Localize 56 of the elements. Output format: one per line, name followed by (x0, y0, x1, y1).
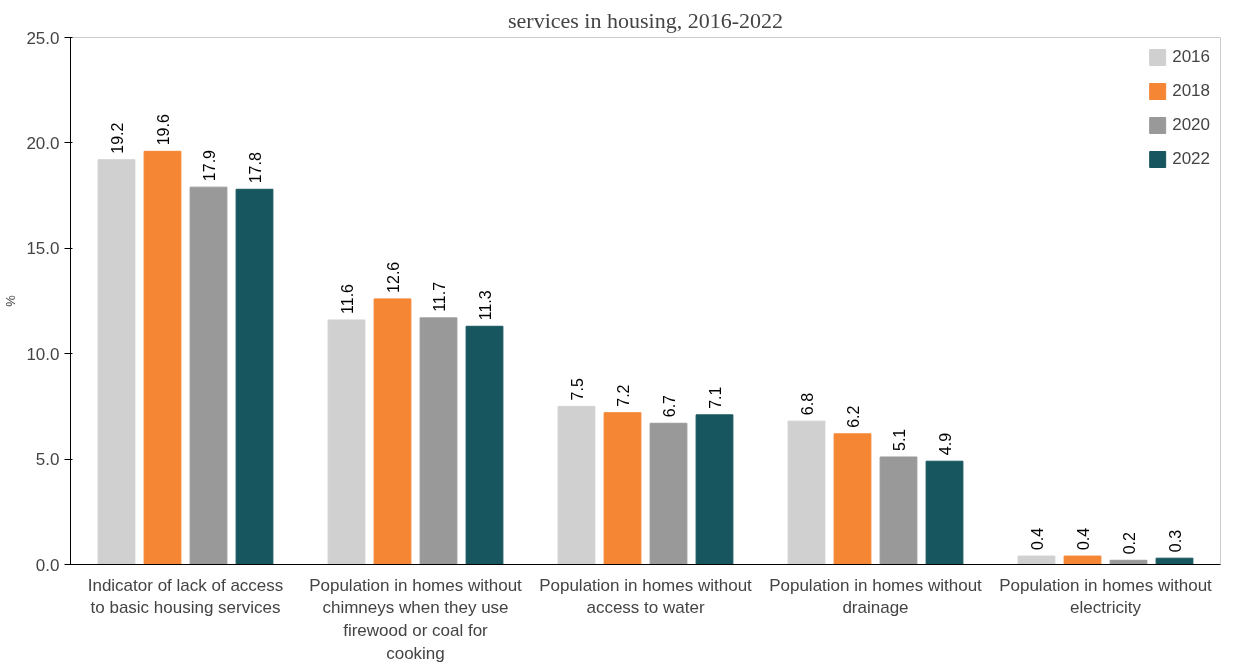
chart-title: services in housing, 2016-2022 (508, 7, 783, 33)
y-tick-label: 10.0 (26, 344, 60, 364)
bar (419, 317, 458, 565)
legend-label: 2020 (1172, 115, 1210, 135)
data-label: 12.6 (384, 261, 402, 293)
x-tick-label: Population in homes without access to water (539, 575, 753, 618)
bar (833, 433, 872, 565)
data-label: 19.2 (108, 122, 126, 154)
bar (1155, 557, 1194, 565)
data-label: 17.9 (200, 149, 218, 182)
bar (787, 420, 826, 565)
x-tick-label: Population in homes without electricity (999, 575, 1213, 618)
x-tick-label: Population in homes without chimneys when they use firewood or coal for cooking (309, 575, 523, 663)
data-label: 0.4 (1074, 527, 1092, 551)
y-tick-label: 0.0 (35, 555, 60, 575)
data-label: 0.3 (1166, 529, 1184, 553)
data-label: 6.7 (660, 394, 678, 418)
bar (97, 159, 136, 565)
bar (465, 325, 504, 565)
bar (189, 186, 228, 565)
legend-label: 2018 (1172, 81, 1210, 101)
bar (649, 422, 688, 565)
data-label: 6.8 (798, 392, 816, 416)
data-label: 6.2 (844, 405, 862, 428)
y-tick-label: 15.0 (26, 239, 60, 259)
bar (1063, 555, 1102, 565)
data-label: 7.5 (568, 378, 586, 401)
bar (695, 414, 734, 565)
data-label: 11.7 (430, 281, 448, 312)
bar (143, 150, 182, 565)
bar (603, 412, 642, 565)
y-tick-label: 5.0 (35, 450, 60, 470)
data-label: 0.4 (1028, 527, 1046, 551)
x-tick-label: Population in homes without drainage (769, 575, 983, 618)
data-label: 11.3 (476, 290, 494, 321)
bar (879, 456, 918, 565)
y-tick-label: 20.0 (26, 133, 60, 153)
data-label: 17.8 (246, 152, 264, 184)
bar (373, 298, 412, 565)
legend-label: 2022 (1172, 149, 1210, 169)
data-label: 4.9 (936, 432, 954, 456)
data-label: 7.1 (706, 386, 724, 409)
bar (1017, 555, 1056, 565)
y-tick-label: 25.0 (26, 28, 60, 48)
data-label: 0.2 (1120, 531, 1138, 555)
bar (557, 405, 596, 565)
bar (235, 188, 274, 565)
data-label: 19.6 (154, 114, 172, 146)
y-axis-title: % (3, 294, 19, 307)
bar (925, 460, 964, 565)
data-label: 11.6 (338, 283, 356, 314)
data-label: 7.2 (614, 384, 632, 407)
bar (327, 319, 366, 565)
x-tick-label: Indicator of lack of access to basic housing services (87, 575, 284, 618)
legend-label: 2016 (1172, 47, 1210, 67)
data-label: 5.1 (890, 428, 908, 451)
